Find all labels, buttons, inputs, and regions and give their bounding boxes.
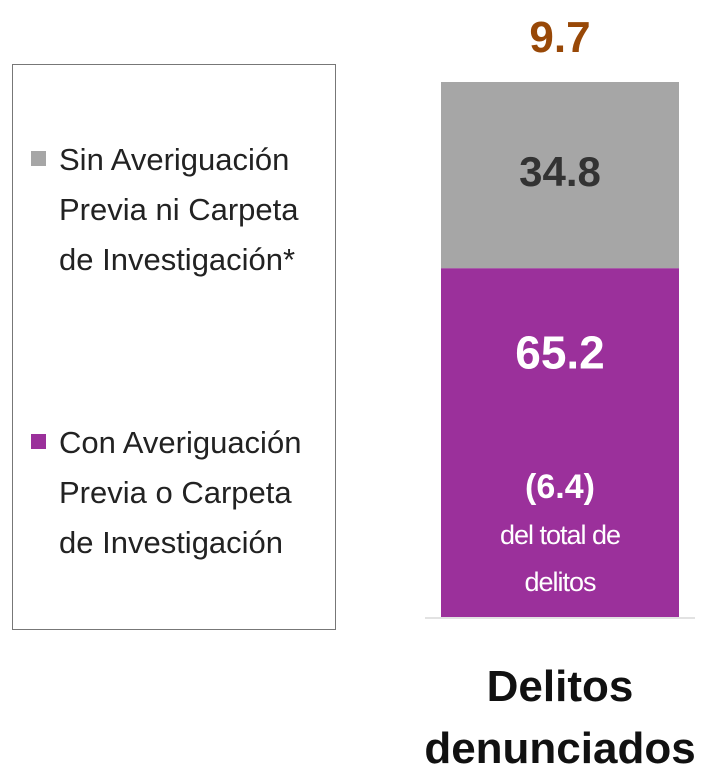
bar-segment — [441, 82, 679, 269]
share-label: (6.4) — [525, 468, 595, 506]
legend-label: Sin Averiguación Previa ni Carpeta de In… — [59, 142, 299, 277]
value-label: 34.8 — [519, 148, 601, 195]
legend-swatch — [31, 434, 46, 449]
legend-label: Con Averiguación Previa o Carpeta de Inv… — [59, 425, 302, 560]
legend: Sin Averiguación Previa ni Carpeta de In… — [12, 64, 336, 630]
x-tick-label: Delitos denunciados — [424, 662, 696, 773]
bar-segment — [441, 268, 679, 617]
share-note: del total de delitos — [499, 520, 621, 597]
value-label: 65.2 — [515, 326, 605, 378]
total-label: 9.7 — [529, 13, 591, 62]
legend-swatch — [31, 151, 46, 166]
